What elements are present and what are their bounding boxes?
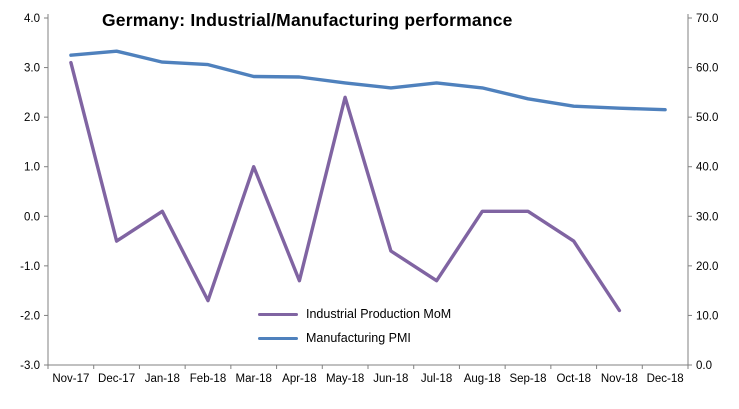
legend-label-industrial-production: Industrial Production MoM bbox=[306, 307, 452, 321]
svg-text:2.0: 2.0 bbox=[24, 112, 40, 124]
legend-label-manufacturing-pmi: Manufacturing PMI bbox=[306, 331, 411, 345]
svg-text:-1.0: -1.0 bbox=[20, 261, 40, 273]
svg-text:50.0: 50.0 bbox=[696, 112, 718, 124]
svg-text:60.0: 60.0 bbox=[696, 63, 718, 75]
svg-text:-2.0: -2.0 bbox=[20, 310, 40, 322]
svg-text:Aug-18: Aug-18 bbox=[464, 373, 501, 385]
svg-text:Dec-17: Dec-17 bbox=[98, 373, 135, 385]
svg-text:3.0: 3.0 bbox=[24, 63, 40, 75]
legend-item-manufacturing-pmi: Manufacturing PMI bbox=[258, 331, 451, 345]
svg-text:Nov-18: Nov-18 bbox=[601, 373, 638, 385]
svg-text:0.0: 0.0 bbox=[24, 211, 40, 223]
svg-text:20.0: 20.0 bbox=[696, 261, 718, 273]
svg-text:Mar-18: Mar-18 bbox=[235, 373, 271, 385]
svg-text:4.0: 4.0 bbox=[24, 13, 40, 25]
svg-text:Jan-18: Jan-18 bbox=[145, 373, 180, 385]
legend-line-sample-manufacturing-pmi bbox=[258, 336, 298, 340]
svg-text:Apr-18: Apr-18 bbox=[282, 373, 317, 385]
svg-text:Sep-18: Sep-18 bbox=[509, 373, 546, 385]
svg-text:30.0: 30.0 bbox=[696, 211, 718, 223]
svg-text:-3.0: -3.0 bbox=[20, 360, 40, 372]
legend-line-sample-industrial-production bbox=[258, 312, 298, 316]
svg-text:0.0: 0.0 bbox=[696, 360, 712, 372]
svg-text:1.0: 1.0 bbox=[24, 162, 40, 174]
svg-text:Nov-17: Nov-17 bbox=[52, 373, 89, 385]
svg-text:Feb-18: Feb-18 bbox=[190, 373, 226, 385]
svg-text:10.0: 10.0 bbox=[696, 310, 718, 322]
svg-text:Jun-18: Jun-18 bbox=[373, 373, 408, 385]
legend: Industrial Production MoM Manufacturing … bbox=[258, 307, 451, 345]
svg-text:Oct-18: Oct-18 bbox=[556, 373, 591, 385]
chart-title: Germany: Industrial/Manufacturing perfor… bbox=[102, 10, 513, 30]
legend-item-industrial-production: Industrial Production MoM bbox=[258, 307, 451, 321]
svg-text:40.0: 40.0 bbox=[696, 162, 718, 174]
svg-text:May-18: May-18 bbox=[326, 373, 364, 385]
svg-text:Dec-18: Dec-18 bbox=[647, 373, 684, 385]
svg-text:70.0: 70.0 bbox=[696, 13, 718, 25]
svg-text:Jul-18: Jul-18 bbox=[421, 373, 452, 385]
